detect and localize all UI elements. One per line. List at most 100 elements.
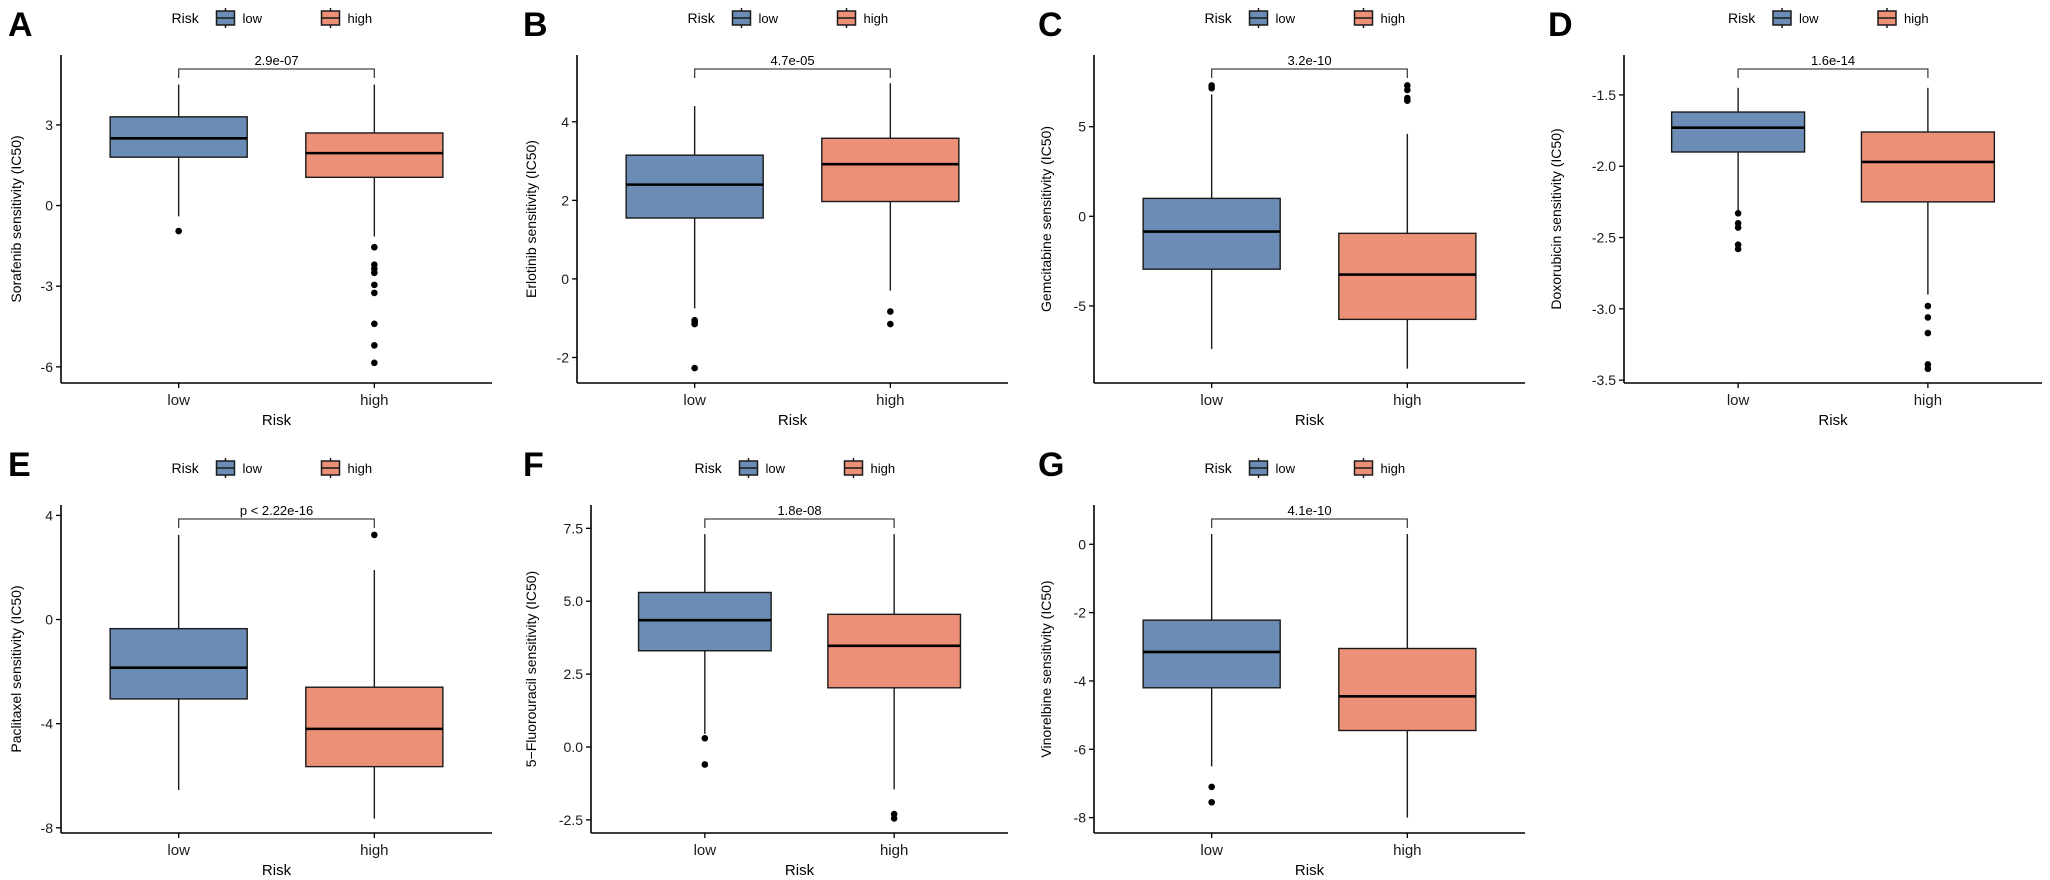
y-tick-label: 0 [1078, 208, 1086, 224]
box-low[interactable] [637, 534, 772, 768]
legend-label-high: high [864, 11, 889, 26]
outlier-point[interactable] [1734, 224, 1742, 231]
box-low[interactable] [1670, 87, 1806, 253]
box-high[interactable] [827, 534, 962, 822]
box-high[interactable] [305, 531, 444, 819]
y-axis-title: Doxorubicin sensitivity (IC50) [1548, 128, 1564, 309]
significance-bracket: 1.8e-08 [704, 503, 895, 528]
outlier-point[interactable] [371, 531, 378, 539]
iqr-box[interactable] [1338, 232, 1477, 321]
iqr-box[interactable] [1860, 131, 1996, 203]
iqr-box[interactable] [821, 137, 960, 203]
iqr-box[interactable] [1142, 619, 1281, 689]
y-tick-label: 0.0 [564, 739, 584, 755]
box-low[interactable] [109, 534, 248, 791]
iqr-box[interactable] [305, 686, 444, 768]
outlier-point[interactable] [1734, 245, 1742, 253]
iqr-box[interactable] [1142, 197, 1281, 270]
y-axis-title: 5−Fluorouracil sensitivity (IC50) [523, 571, 539, 767]
iqr-box[interactable] [637, 591, 772, 652]
bracket-line [1737, 68, 1929, 78]
outlier-point[interactable] [701, 761, 709, 768]
outlier-point[interactable] [887, 308, 894, 315]
legend-key-low [1248, 458, 1269, 478]
outlier-point[interactable] [1734, 209, 1742, 217]
box-low[interactable] [1142, 534, 1281, 806]
p-value-label: 4.1e-10 [1287, 503, 1331, 518]
outlier-point[interactable] [701, 734, 709, 742]
outlier-point[interactable] [371, 269, 378, 277]
box-high[interactable] [305, 84, 444, 367]
outlier-point[interactable] [371, 342, 378, 349]
legend: Risk low high [1728, 8, 1929, 28]
outlier-point[interactable] [371, 281, 378, 289]
outlier-point[interactable] [371, 359, 378, 367]
box-high[interactable] [1860, 87, 1996, 373]
iqr-box[interactable] [1670, 111, 1806, 153]
iqr-box[interactable] [827, 613, 962, 689]
outlier-point[interactable] [1404, 94, 1411, 102]
outlier-point[interactable] [1208, 798, 1215, 806]
outlier-point[interactable] [1208, 82, 1215, 89]
outlier-point[interactable] [1404, 82, 1411, 89]
legend-key-high [1353, 8, 1374, 28]
outlier-point[interactable] [1208, 783, 1215, 791]
outlier-point[interactable] [371, 289, 378, 297]
y-tick-label: 0 [1078, 536, 1086, 552]
box-high[interactable] [1338, 534, 1477, 818]
box-low[interactable] [625, 106, 764, 372]
p-value-label: 1.6e-14 [1811, 53, 1855, 68]
significance-bracket: 2.9e-07 [178, 53, 375, 78]
legend-key-high [320, 458, 341, 478]
y-tick-label: 7.5 [564, 520, 584, 536]
y-tick-label: 0 [561, 271, 569, 287]
outlier-point[interactable] [1924, 302, 1932, 310]
outlier-point[interactable] [890, 815, 898, 822]
outlier-point[interactable] [691, 364, 698, 372]
box-high[interactable] [1338, 82, 1477, 369]
chart-panel-a: A Risk low high 3 0 -3 -6 low high Risk Sorafenib s… [8, 6, 492, 429]
legend-label-low: low [759, 11, 779, 26]
outlier-point[interactable] [887, 320, 894, 328]
outlier-point[interactable] [175, 227, 182, 235]
y-tick-label: -8 [1074, 810, 1087, 826]
x-tick-label-low: low [1200, 842, 1223, 859]
panel-label: G [1038, 446, 1064, 484]
x-axis-title: Risk [1818, 412, 1848, 429]
outlier-point[interactable] [371, 243, 378, 251]
legend-key-low [215, 8, 236, 28]
outlier-point[interactable] [1924, 314, 1932, 321]
outlier-point[interactable] [1924, 329, 1932, 337]
outlier-point[interactable] [691, 320, 698, 328]
legend-key-low [1772, 8, 1792, 28]
y-tick-label: 2.5 [564, 666, 584, 682]
y-axis-title: Erlotinib sensitivity (IC50) [523, 140, 539, 298]
legend-title: Risk [172, 10, 200, 26]
iqr-box[interactable] [625, 154, 764, 219]
legend: Risk low high [695, 458, 895, 478]
significance-bracket: 3.2e-10 [1211, 53, 1408, 78]
p-value-label: 4.7e-05 [770, 53, 814, 68]
legend-label-low: low [766, 461, 786, 476]
chart-panel-c: C Risk low high 5 0 -5 low high Risk Gemcitabine s… [1038, 6, 1525, 429]
bracket-line [704, 518, 895, 528]
significance-bracket: 4.7e-05 [694, 53, 891, 78]
legend-label-low: low [243, 461, 263, 476]
box-low[interactable] [109, 84, 248, 235]
x-axis-title: Risk [1295, 412, 1325, 429]
panel-label: C [1038, 6, 1063, 44]
box-high[interactable] [821, 83, 960, 328]
iqr-box[interactable] [109, 116, 248, 158]
panel-label: E [8, 446, 31, 484]
iqr-box[interactable] [305, 132, 444, 179]
iqr-box[interactable] [109, 627, 248, 700]
legend: Risk low high [172, 458, 372, 478]
y-tick-label: -3 [41, 278, 54, 294]
outlier-point[interactable] [1924, 365, 1932, 373]
outlier-point[interactable] [371, 320, 378, 328]
iqr-box[interactable] [1338, 647, 1477, 732]
legend-label-low: low [1799, 11, 1819, 26]
legend: Risk low high [172, 8, 372, 28]
box-low[interactable] [1142, 82, 1281, 349]
